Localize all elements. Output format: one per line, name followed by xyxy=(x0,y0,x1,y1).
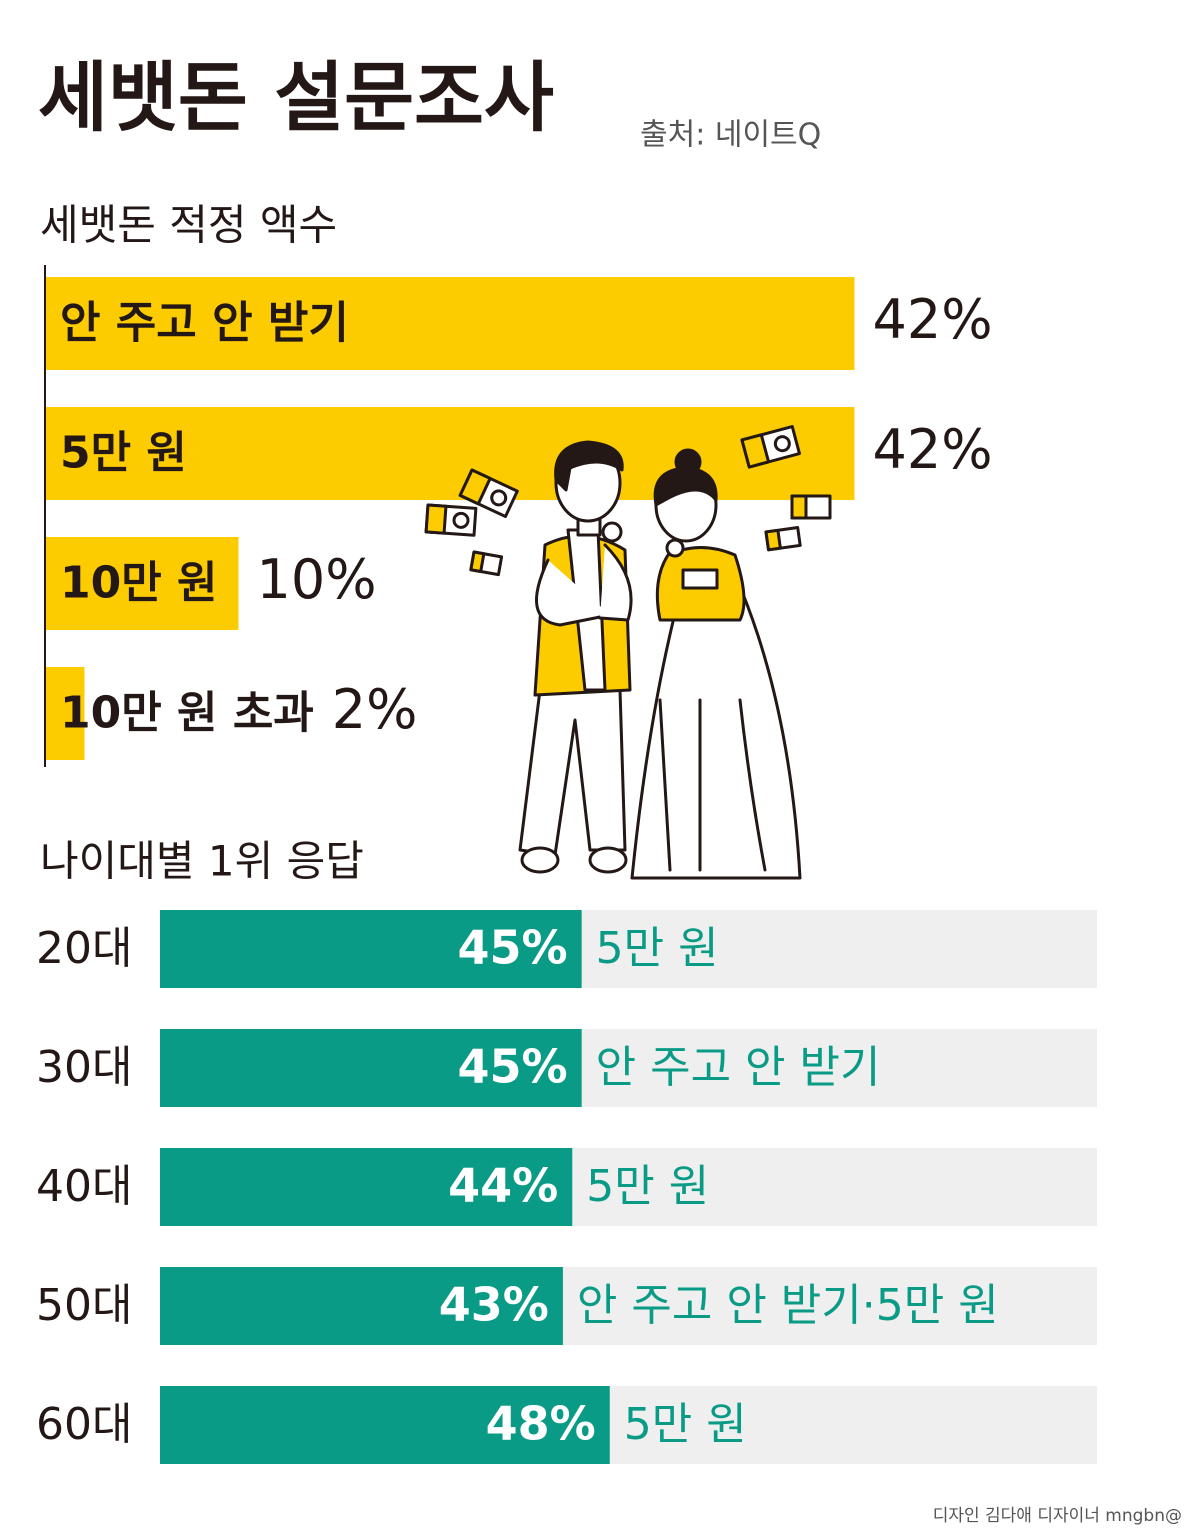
source: 출처: 네이트Q xyxy=(640,118,821,153)
bill-portrait xyxy=(452,511,470,529)
bill xyxy=(469,550,504,577)
chart-subtitle: 세뱃돈 적정 액수 xyxy=(40,201,337,250)
man-hand xyxy=(601,521,623,543)
bill-band xyxy=(764,528,782,552)
value-label: 45% xyxy=(458,921,568,975)
category-label: 10만 원 초과 xyxy=(60,688,314,739)
category-label: 60대 xyxy=(36,1399,132,1450)
value-label: 42% xyxy=(873,418,993,481)
credit: 디자인 김다애 디자이너 mngbn@ xyxy=(933,1506,1182,1526)
bill-portrait xyxy=(490,489,508,507)
bar xyxy=(46,277,855,370)
man-arm xyxy=(598,543,633,622)
bill xyxy=(458,468,519,519)
chart-2: 20대 45% 5만 원 30대 45% 안 주고 안 받기 40대 44% 5만 원 50대 43… xyxy=(36,910,1097,1464)
bill xyxy=(790,494,832,520)
bill-band xyxy=(469,550,486,573)
bar xyxy=(160,1386,610,1464)
man-shoe xyxy=(588,846,628,874)
bar xyxy=(46,667,85,760)
woman-bun xyxy=(674,448,702,476)
man-shoe xyxy=(520,846,560,874)
category-label: 30대 xyxy=(36,1042,132,1093)
value-label: 42% xyxy=(873,288,993,351)
bill-band xyxy=(458,468,492,506)
category-label: 안 주고 안 받기 xyxy=(60,298,349,349)
bar xyxy=(46,407,855,500)
woman-hand xyxy=(665,538,685,558)
bill-band xyxy=(740,433,771,469)
answer-label: 5만 원 xyxy=(596,923,719,974)
chart-1: 안 주고 안 받기 42% 5만 원 42% 10만 원 10% 10만 원 초과 2% xyxy=(46,277,993,760)
bill-band xyxy=(790,494,808,520)
bar xyxy=(160,910,582,988)
value-label: 44% xyxy=(448,1159,558,1213)
value-label: 10% xyxy=(257,548,377,611)
bill xyxy=(424,503,478,537)
category-label: 20대 xyxy=(36,923,132,974)
title: 세뱃돈 설문조사 xyxy=(38,53,554,142)
category-label: 40대 xyxy=(36,1161,132,1212)
man-arm xyxy=(534,558,612,627)
bar xyxy=(160,1029,582,1107)
answer-label: 5만 원 xyxy=(624,1399,747,1450)
chart-subtitle: 나이대별 1위 응답 xyxy=(40,837,364,886)
illustration xyxy=(424,425,832,880)
bill-portrait xyxy=(773,435,791,453)
bill xyxy=(764,526,802,552)
category-label: 50대 xyxy=(36,1280,132,1331)
woman-skirt xyxy=(630,573,802,880)
answer-label: 5만 원 xyxy=(586,1161,709,1212)
woman-bow xyxy=(681,568,719,590)
answer-label: 안 주고 안 받기·5만 원 xyxy=(577,1280,999,1331)
bar xyxy=(160,1267,563,1345)
man-trousers xyxy=(518,688,627,857)
bar xyxy=(160,1148,573,1226)
value-label: 2% xyxy=(332,678,418,741)
answer-label: 안 주고 안 받기 xyxy=(596,1042,881,1093)
woman-skirt-folds xyxy=(658,698,767,872)
bar xyxy=(46,537,239,630)
category-label: 5만 원 xyxy=(60,428,187,479)
category-label: 10만 원 xyxy=(60,558,218,609)
bill xyxy=(740,425,801,469)
value-label: 43% xyxy=(439,1278,549,1332)
woman-hair xyxy=(653,466,718,507)
value-label: 48% xyxy=(486,1397,596,1451)
value-label: 45% xyxy=(458,1040,568,1094)
bill-band xyxy=(424,503,448,535)
man-hair xyxy=(554,440,624,492)
